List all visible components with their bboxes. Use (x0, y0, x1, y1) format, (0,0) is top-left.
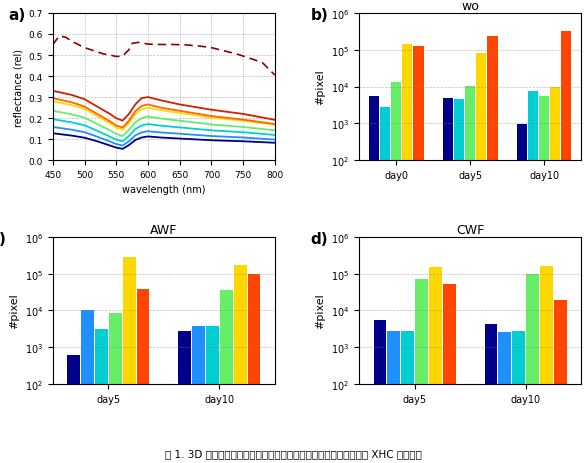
Bar (540, 266, 553, 463)
X-axis label: wavelength (nm): wavelength (nm) (122, 185, 205, 195)
Bar (387, 331, 400, 463)
Bar (206, 326, 219, 463)
Bar (380, 108, 390, 463)
Y-axis label: #pixel: #pixel (315, 293, 325, 329)
Bar (498, 332, 511, 463)
Title: CWF: CWF (456, 223, 484, 236)
Y-axis label: #pixel: #pixel (9, 293, 19, 329)
Bar (454, 100, 464, 463)
Bar (443, 99, 453, 463)
Bar (539, 97, 549, 463)
Bar (512, 331, 525, 463)
Text: b): b) (311, 8, 328, 23)
Title: wo: wo (461, 0, 479, 13)
Text: a): a) (8, 8, 26, 23)
Text: 图 1. 3D 伤口模型的反射光谱（號线是外渗液体部分的反射曲线）和 XHC 聚类结果: 图 1. 3D 伤口模型的反射光谱（號线是外渗液体部分的反射曲线）和 XHC 聚… (165, 448, 422, 458)
Y-axis label: #pixel: #pixel (315, 69, 325, 105)
Text: d): d) (311, 232, 328, 246)
Bar (487, 37, 498, 463)
Bar (554, 300, 567, 463)
Bar (220, 290, 232, 463)
Text: c): c) (0, 232, 6, 246)
Bar (413, 47, 423, 463)
Bar (526, 275, 539, 463)
Bar (81, 310, 94, 463)
Bar (415, 279, 428, 463)
Bar (178, 332, 191, 463)
Bar (476, 54, 487, 463)
Bar (109, 313, 122, 463)
Bar (95, 329, 108, 463)
Bar (528, 92, 538, 463)
Bar (550, 88, 561, 463)
Bar (443, 284, 456, 463)
Bar (402, 331, 414, 463)
Bar (123, 257, 136, 463)
Bar (369, 97, 379, 463)
Bar (373, 320, 386, 463)
Bar (402, 45, 413, 463)
Title: AWF: AWF (150, 223, 177, 236)
Bar (429, 267, 442, 463)
Bar (484, 325, 497, 463)
Bar (192, 327, 205, 463)
Bar (137, 289, 150, 463)
Bar (517, 125, 527, 463)
Y-axis label: reflectance (rel): reflectance (rel) (13, 49, 23, 126)
Bar (234, 265, 247, 463)
Bar (391, 83, 402, 463)
Bar (561, 32, 572, 463)
Bar (465, 87, 475, 463)
Bar (248, 274, 261, 463)
Bar (67, 355, 80, 463)
